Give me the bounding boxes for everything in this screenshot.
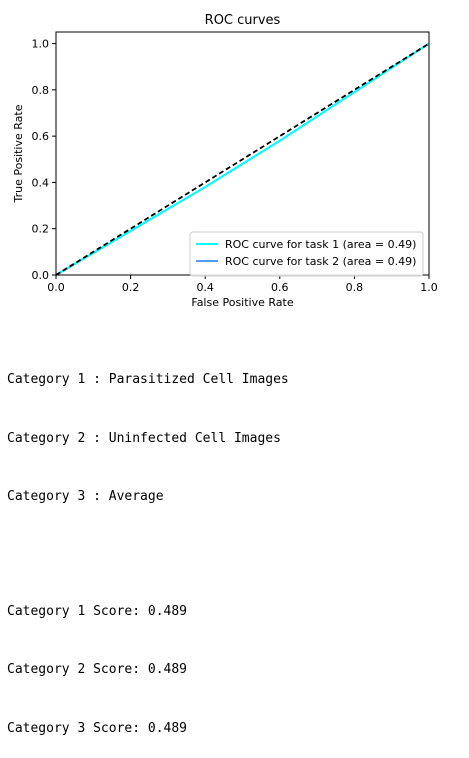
chart-title: ROC curves [205,13,281,28]
x-tick-label: 0.8 [346,281,364,294]
x-axis-label: False Positive Rate [191,296,293,309]
category-line: Category 1 : Parasitized Cell Images [7,372,289,387]
roc-series-line-1 [55,42,430,276]
x-tick-label: 1.0 [420,281,438,294]
legend: ROC curve for task 1 (area = 0.49) ROC cu… [189,231,424,277]
legend-label: ROC curve for task 2 (area = 0.49) [225,255,416,268]
score-line: Category 2 Score: 0.489 [7,662,188,677]
console-output: Category 1 : Parasitized Cell Images Cat… [7,331,289,758]
y-tick-label: 0.2 [32,223,50,236]
score-line: Category 3 Score: 0.489 [7,720,188,736]
score-line: Category 1 Score: 0.489 [7,603,188,619]
y-tick-label: 0.0 [32,269,50,282]
diagonal-reference-line [55,42,430,276]
y-tick-label: 0.6 [32,130,50,143]
y-tick-label: 1.0 [32,38,50,51]
x-tick-label: 0.2 [122,281,140,294]
blank-line [7,546,289,563]
y-tick-label: 0.4 [32,176,50,189]
category-line: Category 2 : Uninfected Cell Images [7,430,281,446]
legend-box [189,231,424,277]
category-line: Category 3 : Average [7,489,164,504]
y-axis-label: True Positive Rate [12,104,25,203]
roc-chart: ROC curves 0.0 0.2 0.4 0.6 0.8 1.0 0.0 0.2 0.4 0.… [12,13,438,309]
x-tick-label: 0.4 [196,281,214,294]
x-tick-label: 0.0 [47,281,65,294]
y-tick-label: 0.8 [32,84,50,97]
x-tick-label: 0.6 [271,281,289,294]
legend-label: ROC curve for task 1 (area = 0.49) [225,238,416,251]
